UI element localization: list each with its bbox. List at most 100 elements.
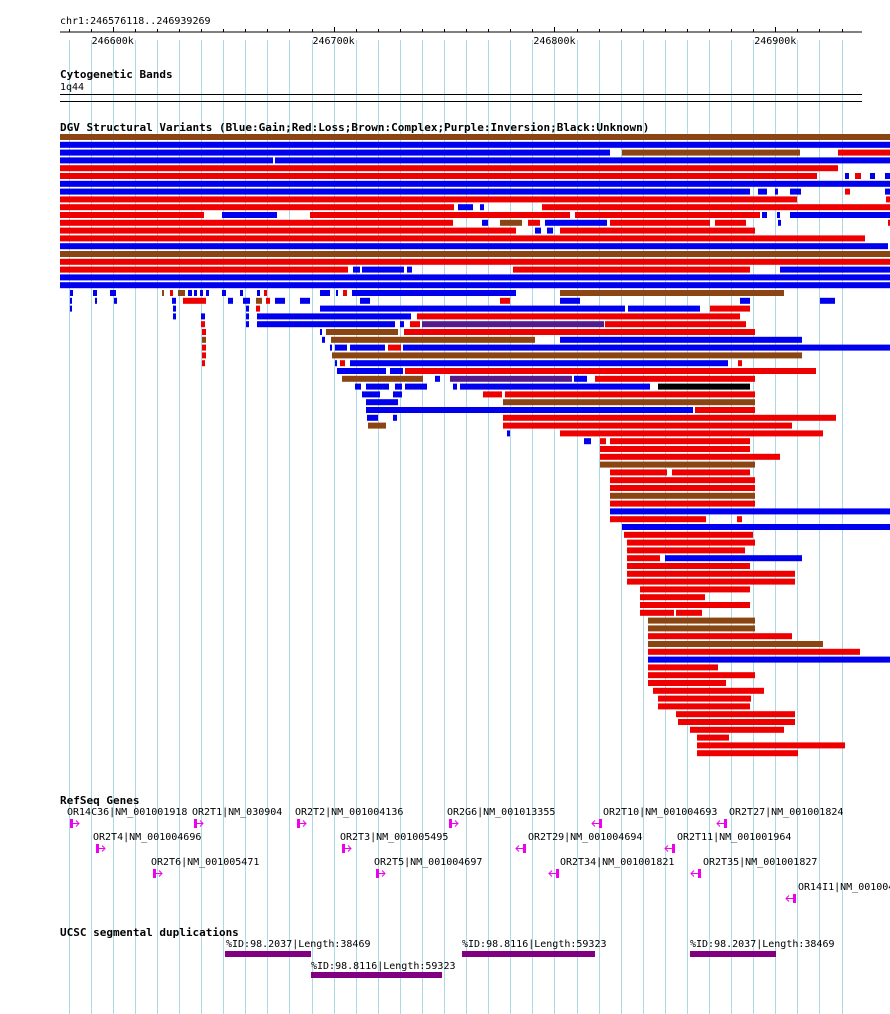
dgv-loss-variant[interactable] — [60, 266, 348, 273]
dgv-gain-variant[interactable] — [60, 180, 890, 187]
gene-label[interactable]: OR2T27|NM_001001824 — [729, 807, 843, 818]
dgv-gain-variant[interactable] — [778, 219, 781, 226]
dgv-gain-variant[interactable] — [188, 290, 192, 296]
dgv-complex-variant[interactable] — [202, 336, 206, 343]
dgv-loss-variant[interactable] — [845, 188, 850, 195]
gene-label[interactable]: OR2T3|NM_001005495 — [340, 832, 448, 843]
dgv-gain-variant[interactable] — [194, 290, 197, 296]
dgv-complex-variant[interactable] — [648, 641, 823, 647]
dgv-complex-variant[interactable] — [648, 617, 755, 624]
dgv-gain-variant[interactable] — [628, 305, 700, 312]
dgv-gain-variant[interactable] — [200, 290, 203, 296]
dgv-loss-variant[interactable] — [627, 570, 795, 577]
dgv-loss-variant[interactable] — [715, 219, 746, 226]
dgv-gain-variant[interactable] — [366, 383, 389, 390]
dgv-gain-variant[interactable] — [390, 368, 403, 374]
gene-label[interactable]: OR2T6|NM_001005471 — [151, 857, 259, 868]
dgv-gain-variant[interactable] — [560, 297, 580, 304]
gene-glyph[interactable] — [548, 869, 559, 878]
dgv-loss-variant[interactable] — [672, 469, 750, 476]
dgv-gain-variant[interactable] — [790, 212, 890, 218]
gene-label[interactable]: OR2T4|NM_001004696 — [93, 832, 201, 843]
dgv-gain-variant[interactable] — [246, 305, 249, 312]
segdup-bar[interactable] — [690, 951, 776, 957]
dgv-gain-variant[interactable] — [201, 313, 205, 320]
refseq-track[interactable]: RefSeq Genes OR14C36|NM_001001918 OR2T1|N… — [60, 794, 890, 903]
dgv-gain-variant[interactable] — [257, 313, 411, 320]
dgv-loss-variant[interactable] — [653, 687, 764, 694]
dgv-gain-variant[interactable] — [740, 297, 750, 304]
dgv-gain-variant[interactable] — [206, 290, 209, 296]
dgv-gain-variant[interactable] — [222, 212, 277, 218]
dgv-loss-variant[interactable] — [170, 290, 173, 296]
dgv-loss-variant[interactable] — [60, 227, 516, 234]
dgv-complex-variant[interactable] — [342, 375, 423, 382]
dgv-inversion-variant[interactable] — [450, 375, 572, 382]
gene-glyph[interactable] — [449, 819, 459, 828]
dgv-loss-variant[interactable] — [648, 664, 718, 671]
dgv-inversion-variant[interactable] — [422, 321, 604, 328]
gene-label[interactable]: OR2T34|NM_001001821 — [560, 857, 674, 868]
dgv-gain-variant[interactable] — [407, 266, 412, 273]
dgv-gain-variant[interactable] — [240, 290, 243, 296]
dgv-loss-variant[interactable] — [575, 212, 760, 218]
dgv-complex-variant[interactable] — [500, 219, 522, 226]
gene-glyph[interactable] — [342, 844, 352, 853]
dgv-loss-variant[interactable] — [676, 609, 702, 616]
dgv-gain-variant[interactable] — [60, 274, 890, 281]
dgv-gain-variant[interactable] — [330, 344, 332, 351]
segdup-label[interactable]: %ID:98.8116|Length:59323 — [311, 961, 456, 972]
dgv-complex-variant[interactable] — [368, 422, 386, 429]
dgv-gain-variant[interactable] — [114, 297, 117, 304]
gene-label[interactable]: OR14C36|NM_001001918 — [67, 807, 187, 818]
dgv-loss-variant[interactable] — [658, 703, 750, 710]
segdup-track[interactable]: UCSC segmental duplications %ID:98.2037|… — [60, 926, 835, 978]
dgv-loss-variant[interactable] — [600, 453, 780, 460]
gene-label[interactable]: OR2T1|NM_030904 — [192, 807, 282, 818]
gene-glyph[interactable] — [297, 819, 307, 828]
dgv-gain-variant[interactable] — [322, 336, 325, 343]
dgv-loss-variant[interactable] — [405, 368, 816, 374]
dgv-gain-variant[interactable] — [507, 430, 510, 437]
dgv-loss-variant[interactable] — [388, 344, 401, 351]
dgv-loss-variant[interactable] — [738, 360, 742, 367]
dgv-gain-variant[interactable] — [60, 282, 890, 289]
dgv-gain-variant[interactable] — [482, 219, 488, 226]
dgv-complex-variant[interactable] — [648, 625, 755, 632]
dgv-loss-variant[interactable] — [737, 516, 742, 523]
dgv-gain-variant[interactable] — [360, 297, 370, 304]
dgv-loss-variant[interactable] — [483, 391, 502, 398]
dgv-gain-variant[interactable] — [222, 290, 226, 296]
dgv-loss-variant[interactable] — [640, 602, 750, 608]
dgv-loss-variant[interactable] — [60, 235, 865, 242]
dgv-loss-variant[interactable] — [610, 485, 755, 491]
dgv-gain-variant[interactable] — [820, 297, 835, 304]
dgv-gain-variant[interactable] — [70, 297, 72, 304]
dgv-complex-variant[interactable] — [60, 251, 890, 257]
dgv-loss-variant[interactable] — [627, 555, 660, 562]
gene-label[interactable]: OR2T2|NM_001004136 — [295, 807, 403, 818]
segdup-label[interactable]: %ID:98.2037|Length:38469 — [690, 939, 835, 950]
dgv-loss-variant[interactable] — [627, 578, 795, 585]
dgv-loss-variant[interactable] — [648, 633, 792, 640]
dgv-loss-variant[interactable] — [503, 422, 792, 429]
dgv-loss-variant[interactable] — [648, 672, 755, 679]
dgv-gain-variant[interactable] — [173, 305, 176, 312]
dgv-gain-variant[interactable] — [366, 399, 398, 406]
dgv-gain-variant[interactable] — [350, 360, 728, 367]
dgv-complex-variant[interactable] — [622, 149, 800, 156]
gene-glyph[interactable] — [690, 869, 701, 878]
dgv-gain-variant[interactable] — [758, 188, 767, 195]
dgv-gain-variant[interactable] — [762, 212, 767, 218]
gene-glyph[interactable] — [70, 819, 80, 828]
dgv-gain-variant[interactable] — [665, 555, 802, 562]
dgv-gain-variant[interactable] — [610, 508, 890, 515]
dgv-complex-variant[interactable] — [503, 399, 755, 406]
gene-glyph[interactable] — [591, 819, 602, 828]
dgv-loss-variant[interactable] — [310, 212, 570, 218]
dgv-loss-variant[interactable] — [627, 547, 745, 554]
gene-label[interactable]: OR14I1|NM_001004 — [798, 882, 890, 893]
dgv-gain-variant[interactable] — [336, 290, 338, 296]
dgv-complex-variant[interactable] — [178, 290, 185, 296]
dgv-gain-variant[interactable] — [60, 149, 610, 156]
